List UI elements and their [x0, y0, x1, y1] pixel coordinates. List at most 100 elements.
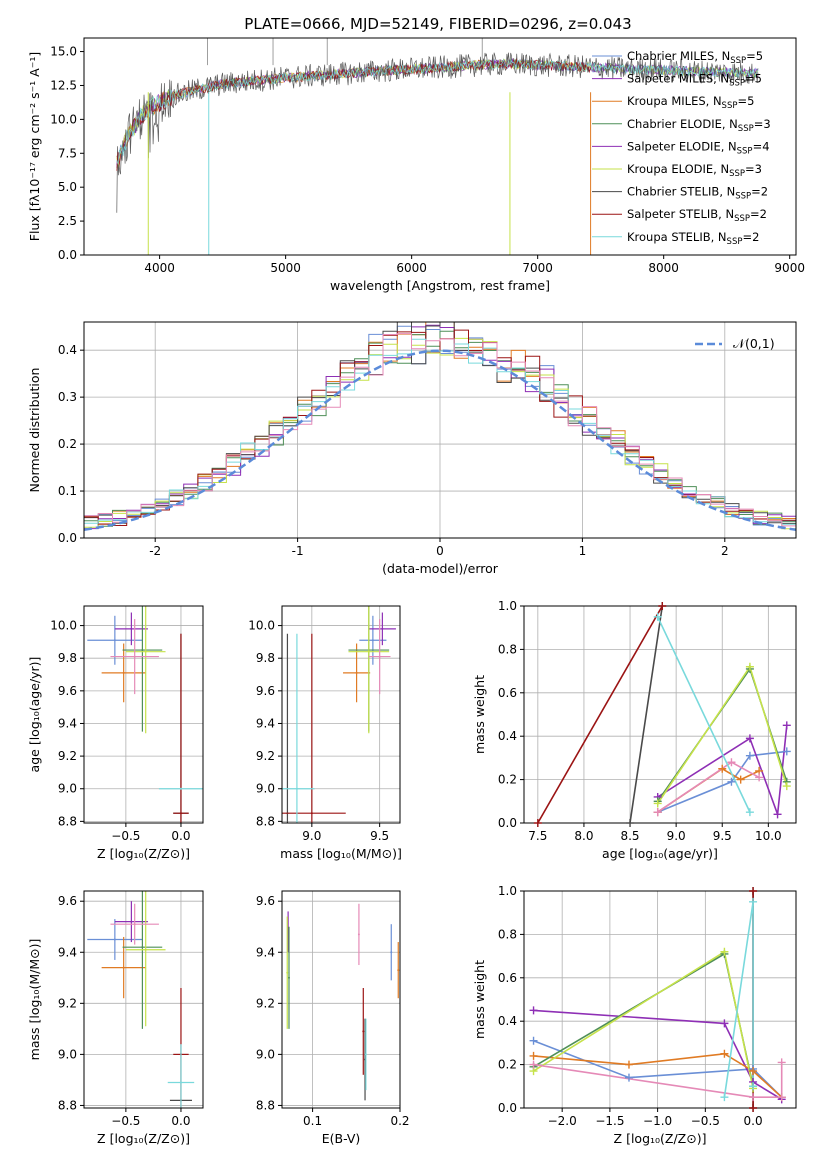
legend-text: Salpeter ELODIE, N [627, 139, 737, 153]
weight-marker [749, 1067, 758, 1076]
legend-subscript: SSP [734, 214, 750, 224]
y-tick-label: 8.8 [58, 1098, 77, 1112]
weight-marker [749, 1082, 758, 1091]
x-tick-label: -2 [149, 544, 161, 558]
x-tick-label: 9.5 [713, 829, 732, 843]
y-tick-label: 9.0 [58, 782, 77, 796]
weight-marker [745, 662, 754, 671]
weight-vs-metallicity-panel: −2.0 −1.5 −1.0 −0.5 0.0 0.0 0.2 0.4 0.6 0.8 1.0 Z [… [472, 884, 797, 1146]
plot-area [286, 903, 400, 1101]
histogram-step [84, 337, 796, 530]
legend-text: Chabrier ELODIE, N [627, 117, 738, 131]
y-tick-label: 0.0 [58, 531, 77, 545]
x-tick-label: 0 [436, 544, 444, 558]
data-point [141, 649, 144, 652]
x-axis-label: mass [log₁₀(M/M⊙)] [280, 846, 402, 861]
legend-subscript: SSP [735, 192, 751, 202]
x-tick-label: −0.5 [111, 1114, 140, 1128]
y-tick-label: 9.4 [256, 945, 275, 959]
weight-line [533, 952, 754, 1087]
data-point [295, 787, 298, 790]
x-tick-label: 9.0 [667, 829, 686, 843]
weight-marker [749, 887, 758, 895]
legend-text: Salpeter STELIB, N [627, 207, 734, 221]
data-point [113, 938, 116, 941]
weight-line [533, 1062, 783, 1098]
y-tick-label: 9.8 [58, 651, 77, 665]
weight-marker [777, 1093, 786, 1102]
y-tick-label: 0.3 [58, 390, 77, 404]
legend-subscript: SSP [730, 56, 746, 66]
legend-text: Chabrier STELIB, N [627, 185, 735, 199]
weight-marker [720, 947, 729, 956]
legend-text: Kroupa STELIB, N [627, 230, 727, 244]
data-point [141, 946, 144, 949]
y-tick-label: 9.0 [256, 782, 275, 796]
data-point [144, 650, 147, 653]
y-tick-label: 15.0 [50, 45, 77, 59]
x-tick-label: 0.2 [390, 1114, 409, 1128]
weight-marker [745, 751, 754, 760]
weight-marker [718, 764, 727, 773]
legend-value: =3 [754, 117, 771, 131]
x-tick-label: 10.0 [755, 829, 782, 843]
legend-text: Kroupa ELODIE, N [627, 162, 729, 176]
data-point [133, 655, 136, 658]
legend-value: =3 [745, 162, 762, 176]
y-tick-label: 9.6 [58, 894, 77, 908]
data-point [287, 976, 290, 979]
legend-label: Kroupa STELIB, NSSP=2 [627, 230, 759, 247]
data-point [381, 627, 384, 630]
data-point [367, 650, 370, 653]
weight-marker [777, 1058, 786, 1067]
x-tick-label: 0.0 [171, 1114, 190, 1128]
legend-label: Salpeter ELODIE, NSSP=4 [627, 139, 770, 156]
y-tick-label: 1.0 [498, 599, 517, 613]
y-tick-label: 7.5 [58, 146, 77, 160]
legend-label: Chabrier ELODIE, NSSP=3 [627, 117, 771, 134]
axes-frame [281, 605, 401, 824]
y-tick-label: 10.0 [50, 619, 77, 633]
y-tick-label: 0.4 [498, 1014, 517, 1028]
spectrum-panel: 4000 5000 6000 7000 8000 9000 0.0 2.5 5.0 7.5 10.0… [27, 37, 805, 293]
axes-frame [523, 605, 797, 824]
data-point [122, 966, 125, 969]
y-tick-label: 0.2 [498, 773, 517, 787]
x-tick-label: 1 [579, 544, 587, 558]
x-tick-label: −1.0 [643, 1114, 672, 1128]
histogram-step [84, 338, 796, 525]
y-tick-label: 8.8 [58, 814, 77, 828]
y-axis-label: mass [log₁₀(M/M⊙)] [27, 939, 42, 1061]
y-tick-label: 2.5 [58, 214, 77, 228]
y-tick-label: 9.6 [256, 684, 275, 698]
y-tick-label: 9.6 [256, 894, 275, 908]
mass-vs-metallicity-panel: −0.5 0.0 8.8 9.0 9.2 9.4 9.6 Z [log₁₀(Z/Z⊙)] mas… [27, 890, 204, 1146]
data-point [390, 951, 393, 954]
legend-label: Salpeter STELIB, NSSP=2 [627, 207, 767, 224]
y-tick-label: 0.8 [498, 927, 517, 941]
weight-marker [653, 808, 662, 817]
weight-marker [749, 897, 758, 906]
y-tick-label: 9.0 [58, 1047, 77, 1061]
spectrum-line [116, 58, 759, 165]
weight-marker [782, 747, 791, 756]
data-point [355, 671, 358, 674]
y-tick-label: 9.4 [58, 716, 77, 730]
x-tick-label: 9.0 [302, 829, 321, 843]
legend-label: Chabrier MILES, NSSP=5 [627, 49, 763, 66]
data-point [378, 655, 381, 658]
weight-marker [624, 1073, 633, 1082]
x-tick-label: 7000 [522, 261, 553, 275]
legend-subscript: SSP [722, 101, 738, 111]
y-axis-label: age [log₁₀(age/yr)] [27, 657, 42, 773]
legend-label: Salpeter MILES, NSSP=5 [627, 72, 762, 89]
x-tick-label: 8.0 [574, 829, 593, 843]
x-tick-label: 6000 [396, 261, 427, 275]
data-point [179, 1081, 182, 1084]
x-tick-label: −2.0 [548, 1114, 577, 1128]
plot-area [87, 606, 203, 823]
weight-line [537, 606, 663, 823]
data-point [364, 1053, 367, 1056]
y-tick-label: 10.0 [248, 619, 275, 633]
